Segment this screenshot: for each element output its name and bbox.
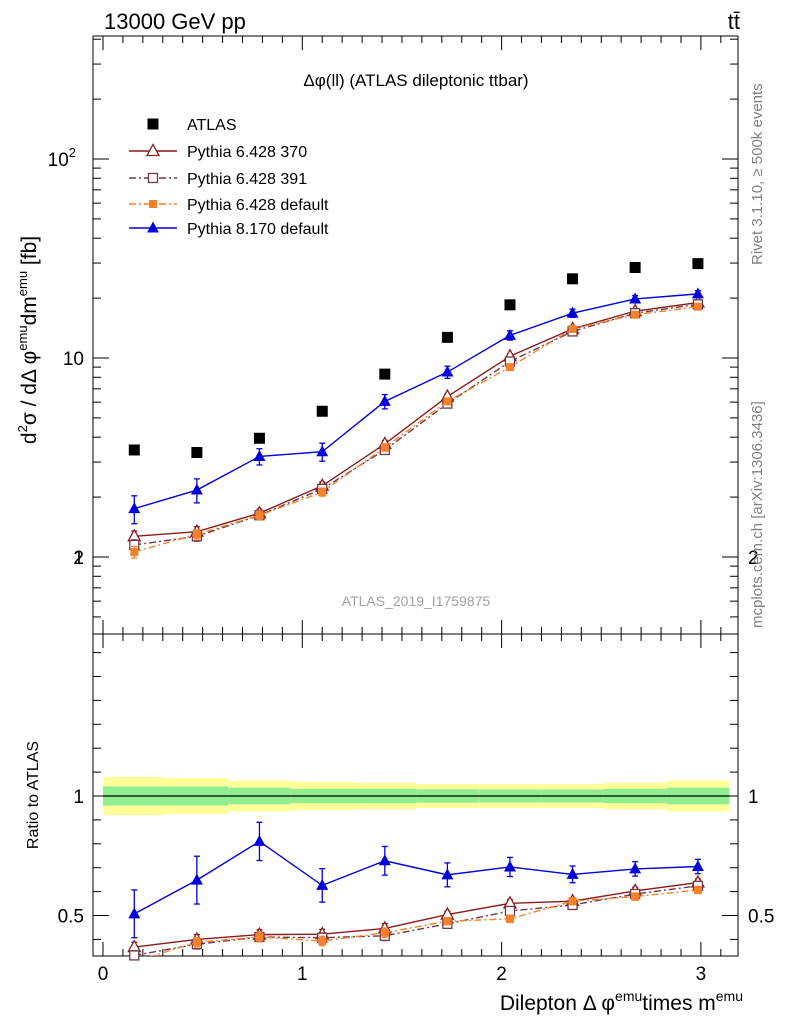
legend: ATLAS Pythia 6.428 370 Pythia 6.428 391 … (129, 117, 329, 238)
data-point (566, 306, 579, 318)
legend-marker (145, 143, 161, 157)
data-point (128, 907, 141, 919)
data-point (629, 292, 642, 304)
ratio-panel-frame (92, 633, 739, 957)
ratio-y-tick-label: 0.5 (58, 907, 84, 928)
legend-label-atlas: ATLAS (187, 117, 237, 134)
data-point (568, 324, 577, 333)
data-point (441, 365, 454, 377)
x-tick-label: 1 (297, 964, 308, 985)
ratio-y-tick-label: 1 (73, 787, 84, 808)
x-tick-label: 3 (696, 964, 707, 985)
mcplots-label: mcplots.cern.ch [arXiv:1306.3436] (749, 401, 766, 628)
legend-label-py6-370: Pythia 6.428 370 (187, 144, 307, 161)
analysis-id: ATLAS_2019_I1759875 (342, 593, 491, 609)
ratio-y-tick-label-right: 0.5 (748, 907, 774, 928)
data-point (192, 530, 201, 539)
legend-marker (147, 118, 159, 130)
data-point (503, 328, 516, 340)
series-line (133, 840, 698, 915)
data-point (191, 447, 203, 459)
data-point (316, 878, 329, 890)
data-point (379, 368, 391, 380)
data-point (130, 547, 139, 556)
data-point (318, 488, 327, 497)
data-point (192, 938, 201, 947)
data-point (505, 363, 514, 372)
data-point (566, 867, 579, 879)
data-point (190, 483, 203, 495)
x-tick-label: 0 (98, 964, 109, 985)
process-label: tt̄ (728, 9, 740, 34)
ratio-panel-series (127, 821, 706, 961)
data-point (253, 449, 266, 461)
legend-marker (147, 172, 159, 184)
data-point (631, 892, 640, 901)
data-point (378, 394, 391, 406)
data-point (443, 397, 452, 406)
data-point (380, 443, 389, 452)
data-point (693, 885, 702, 894)
main-y-axis-label: d2σ / dΔ φemudmemu [fb] (15, 236, 41, 444)
data-point (504, 905, 516, 917)
data-point (505, 914, 514, 923)
rivet-label: Rivet 3.1.10, ≥ 500k events (749, 83, 766, 265)
x-axis-label: Dilepton Δ φemutimes memu (500, 988, 743, 1015)
ratio-y-axis-label: Ratio to ATLAS (25, 741, 42, 849)
data-point (441, 331, 453, 343)
data-point (253, 432, 265, 444)
main-y-tick-label: 102 (48, 145, 76, 171)
data-point (567, 273, 579, 285)
chart-title: Δφ(ll) (ATLAS dileptonic ttbar) (303, 71, 528, 90)
data-point (129, 950, 140, 961)
ratio-y-tick-label-right: 2 (748, 548, 759, 569)
data-point (128, 502, 141, 514)
series-line (150, 889, 698, 956)
data-point (380, 928, 389, 937)
data-point (128, 444, 140, 456)
data-point (316, 445, 329, 457)
data-point (190, 873, 203, 885)
legend-label-py6-391: Pythia 6.428 391 (187, 171, 307, 188)
data-point (253, 834, 266, 846)
data-point (443, 917, 452, 926)
data-point (316, 405, 328, 417)
legend-label-py6-default: Pythia 6.428 default (187, 197, 329, 214)
series-line (134, 303, 699, 546)
data-point (378, 854, 391, 866)
main-panel-series (127, 258, 706, 559)
data-point (693, 302, 702, 311)
main-y-tick-label: 10 (63, 349, 84, 370)
data-point (631, 310, 640, 319)
series-line (134, 885, 699, 956)
series-line (134, 306, 698, 553)
data-point (629, 862, 642, 874)
data-point (318, 937, 327, 946)
series-line (134, 881, 699, 948)
main-y-tick-label: 1 (73, 548, 84, 569)
ratio-y-tick-label: 2 (73, 548, 84, 569)
data-point (503, 860, 516, 872)
legend-label-py8-default: Pythia 8.170 default (187, 221, 329, 238)
data-point (629, 261, 641, 273)
series-line (134, 301, 699, 538)
data-point (691, 287, 704, 299)
data-point (255, 933, 264, 942)
data-point (568, 897, 577, 906)
data-point (255, 511, 264, 520)
data-point (691, 860, 704, 872)
energy-label: 13000 GeV pp (104, 9, 246, 34)
legend-marker (147, 221, 159, 233)
ratio-y-tick-label-right: 1 (748, 787, 759, 808)
series-line (134, 293, 698, 510)
data-point (441, 868, 454, 880)
data-point (504, 299, 516, 311)
data-point (692, 258, 704, 270)
legend-marker (149, 200, 157, 208)
x-tick-label: 2 (496, 964, 507, 985)
